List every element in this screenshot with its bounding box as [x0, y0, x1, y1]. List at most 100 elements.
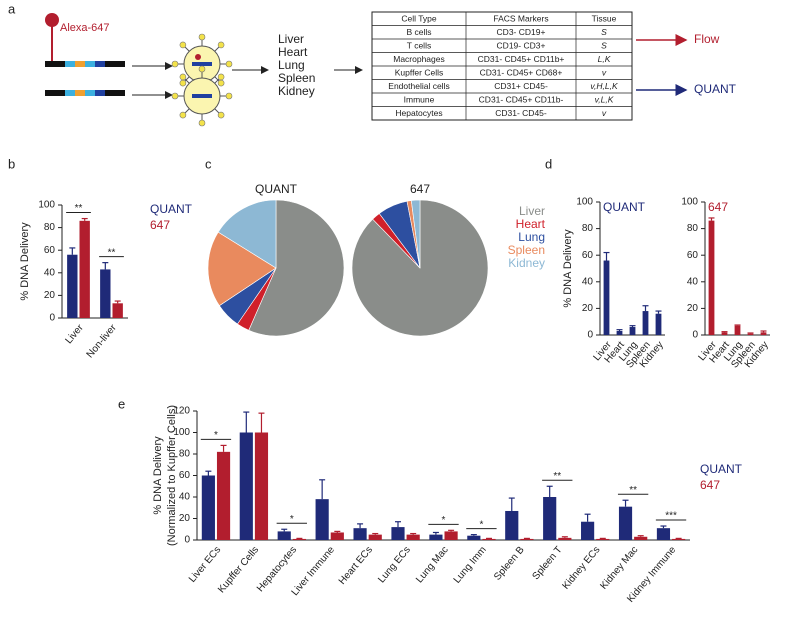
table-cell: CD3- CD19+: [497, 27, 546, 37]
barcode-segment: [95, 61, 105, 67]
bar: [629, 327, 636, 335]
x-tick-label: Spleen B: [492, 544, 527, 582]
table-cell: S: [601, 27, 607, 37]
y-tick-label: 0: [692, 330, 698, 341]
y-tick-label: 100: [576, 197, 593, 208]
legend-entry: QUANT: [700, 462, 743, 476]
spike-tip: [179, 111, 187, 119]
table-cell: S: [601, 41, 607, 51]
table-cell: v,H,L,K: [590, 81, 618, 91]
table-cell: CD31- CD45-: [495, 108, 547, 118]
panel-label: a: [8, 1, 16, 16]
barcode-segment: [45, 90, 55, 96]
organ-label: Kidney: [278, 84, 315, 98]
bar: [596, 538, 610, 540]
y-tick-label: 80: [582, 223, 594, 234]
y-tick-label: 80: [687, 223, 699, 234]
x-tick-label: Liver: [63, 322, 86, 346]
y-tick-label: 100: [681, 197, 698, 208]
spike-tip: [171, 60, 179, 68]
table-cell: CD31- CD45+ CD11b+: [478, 54, 565, 64]
legend-entry: Kidney: [508, 256, 545, 270]
bar: [201, 475, 215, 540]
table-cell: v: [602, 108, 607, 118]
table-cell: Kupffer Cells: [395, 68, 444, 78]
barcode-segment: [75, 90, 85, 96]
barcode-segment: [95, 90, 105, 96]
x-tick-label: Lung Mac: [414, 545, 451, 586]
barcode-segment: [55, 90, 65, 96]
bar: [760, 332, 767, 335]
x-tick-label: Lung ECs: [376, 545, 413, 586]
bar: [444, 531, 458, 540]
bar: [391, 527, 405, 540]
y-tick-label: 0: [184, 535, 190, 546]
spike-tip: [217, 41, 225, 49]
table-cell: Macrophages: [393, 54, 445, 64]
x-tick-label: Kidney ECs: [561, 545, 603, 592]
pie-title: 647: [410, 182, 430, 196]
bar: [467, 535, 481, 540]
y-tick-label: 60: [44, 245, 56, 256]
y-tick-label: 80: [44, 222, 56, 233]
spike-tip: [171, 92, 179, 100]
barcode-segment: [115, 61, 125, 67]
table-cell: CD19- CD3+: [497, 41, 546, 51]
bar: [581, 521, 595, 540]
bar: [79, 220, 90, 318]
x-tick-label: Lung Imm: [452, 545, 489, 586]
x-tick-label: Liver ECs: [187, 545, 223, 585]
spike-tip: [198, 65, 206, 73]
y-tick-label: 20: [582, 303, 594, 314]
y-axis-label: % DNA Delivery: [152, 436, 164, 515]
y-tick-label: 60: [687, 250, 699, 261]
pie-slice: [410, 199, 421, 269]
spike-tip: [217, 73, 225, 81]
y-tick-label: 0: [49, 313, 55, 324]
barcode-segment: [45, 61, 55, 67]
y-axis-label: (Normalized to Kupffer Cells): [166, 405, 178, 546]
y-tick-label: 60: [179, 470, 191, 481]
y-tick-label: 60: [582, 250, 594, 261]
bar: [656, 528, 671, 540]
y-tick-label: 0: [587, 330, 593, 341]
barcode-segment: [105, 90, 115, 96]
spike-tip: [198, 119, 206, 127]
legend-entry: Liver: [519, 204, 545, 218]
y-tick-label: 40: [44, 267, 56, 278]
table-cell: Hepatocytes: [395, 108, 442, 118]
table-cell: L,K: [598, 54, 611, 64]
y-tick-label: 20: [44, 290, 56, 301]
significance: **: [108, 247, 116, 258]
barcode-segment: [85, 61, 95, 67]
bar: [216, 451, 231, 540]
pie-slice: [217, 199, 277, 269]
spike-tip: [217, 79, 225, 87]
barcode-segment: [85, 90, 95, 96]
table-header: Cell Type: [401, 14, 437, 24]
bar: [112, 303, 123, 318]
bar: [505, 510, 519, 540]
probe-head: [45, 13, 59, 27]
bar: [655, 313, 662, 335]
legend-entry: Lung: [518, 230, 545, 244]
y-tick-label: 80: [179, 449, 191, 460]
pie-title: QUANT: [255, 182, 298, 196]
legend-entry: Heart: [516, 217, 546, 231]
significance: *: [442, 515, 446, 526]
table-header: FACS Markers: [493, 14, 548, 24]
legend-entry: QUANT: [150, 202, 193, 216]
bar: [353, 528, 367, 540]
bar: [239, 432, 253, 540]
y-tick-label: 100: [173, 427, 190, 438]
nanoparticle-cargo: [192, 62, 212, 66]
bar: [292, 538, 306, 540]
significance: ***: [665, 511, 677, 522]
table-cell: Endothelial cells: [388, 81, 449, 91]
nanoparticle-cargo: [192, 94, 212, 98]
table-cell: CD31+ CD45-: [494, 81, 548, 91]
y-axis-label: % DNA Delivery: [562, 229, 574, 308]
barcode-segment: [55, 61, 65, 67]
y-tick-label: 120: [173, 406, 190, 417]
pie-slice: [351, 199, 489, 337]
